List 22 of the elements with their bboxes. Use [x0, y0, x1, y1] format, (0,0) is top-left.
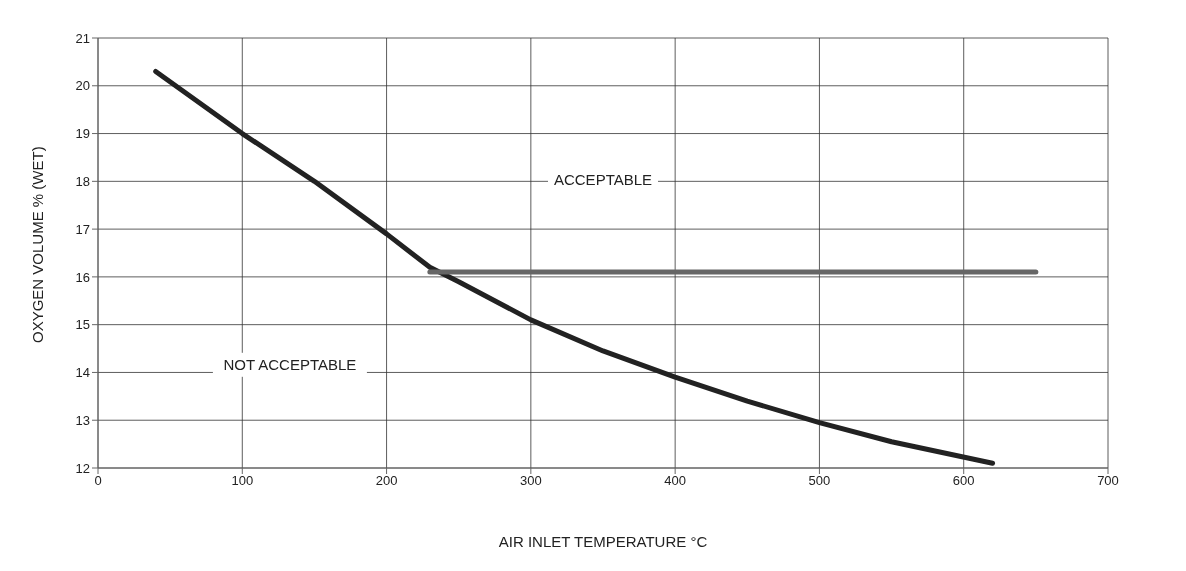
x-tick-label: 300	[520, 473, 542, 489]
x-axis-title: AIR INLET TEMPERATURE °C	[498, 532, 708, 550]
x-tick-label: 100	[231, 473, 254, 489]
y-tick-label: 17	[75, 221, 90, 237]
y-tick-label: 15	[75, 317, 90, 333]
x-tick-label: 0	[94, 473, 102, 489]
y-tick-label: 14	[75, 365, 90, 381]
y-tick-label: 19	[75, 126, 90, 142]
y-tick-label: 20	[75, 78, 90, 94]
x-tick-label: 600	[952, 473, 975, 489]
y-tick-label: 16	[75, 269, 90, 285]
x-tick-label: 500	[808, 473, 831, 489]
x-tick-label: 700	[1097, 473, 1119, 489]
y-tick-label: 13	[75, 412, 90, 428]
y-tick-label: 18	[75, 173, 90, 189]
y-tick-label: 12	[75, 460, 90, 476]
annotation: ACCEPTABLE	[553, 170, 653, 188]
annotation: NOT ACCEPTABLE	[223, 355, 357, 373]
x-tick-label: 200	[375, 473, 398, 489]
y-tick-label: 21	[75, 30, 90, 46]
y-axis-title: OXYGEN VOLUME % (WET)	[29, 146, 47, 343]
x-tick-label: 400	[664, 473, 686, 489]
